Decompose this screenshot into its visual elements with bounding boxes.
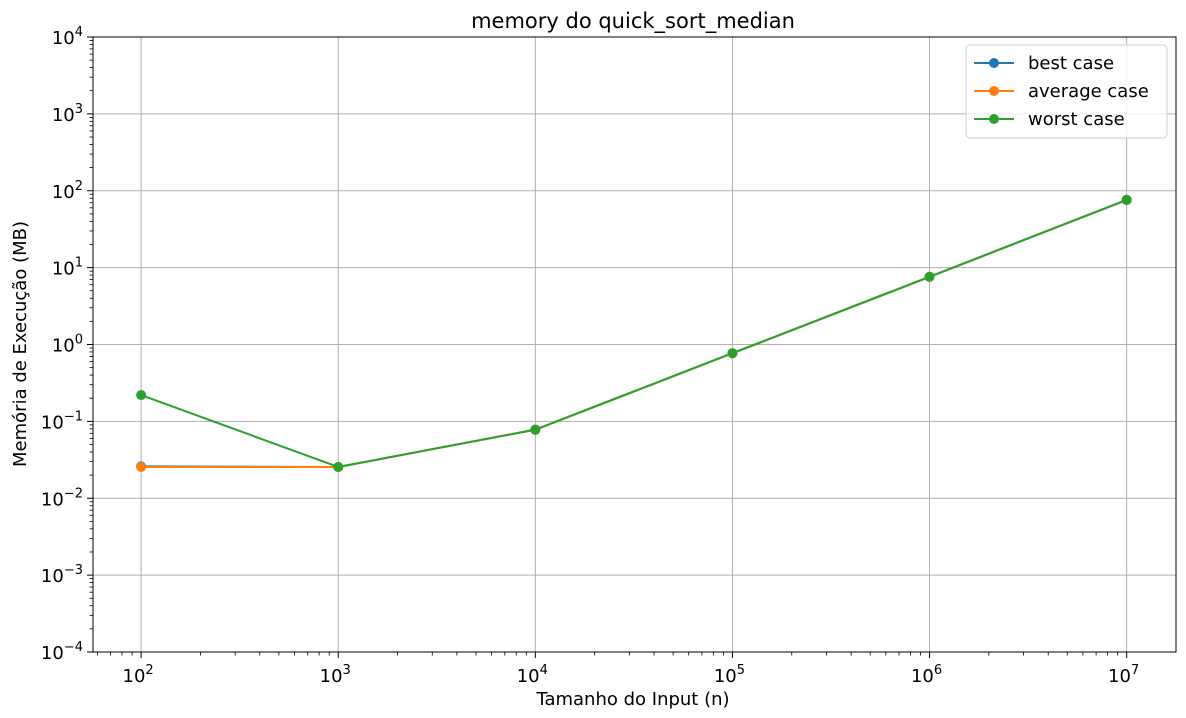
legend-swatch-marker <box>989 114 999 124</box>
x-tick-label: 104 <box>517 663 548 687</box>
legend-swatch-marker <box>989 58 999 68</box>
y-axis-ticks: 10−4 10−3 10−2 10−1 100 101 102 103 104 <box>41 25 93 664</box>
y-tick-label: 101 <box>52 256 83 280</box>
y-tick-label: 10−2 <box>41 486 83 510</box>
legend: best case average case worst case <box>965 44 1168 139</box>
y-tick-label: 10−1 <box>41 409 83 433</box>
series-line <box>140 198 1128 469</box>
x-tick-label: 103 <box>320 663 351 687</box>
y-tick-label: 103 <box>52 102 83 126</box>
series-layer <box>136 194 1132 472</box>
y-tick-label: 10−4 <box>41 640 83 664</box>
x-tick-label: 107 <box>1108 663 1139 687</box>
x-tick-label: 105 <box>714 663 745 687</box>
legend-box <box>965 44 1168 139</box>
x-tick-label: 102 <box>123 663 154 687</box>
legend-label: worst case <box>1028 109 1125 130</box>
series-2 <box>136 194 1132 472</box>
chart-title: memory do quick_sort_median <box>471 9 795 34</box>
data-point <box>333 461 344 472</box>
x-tick-label: 106 <box>911 663 942 687</box>
y-axis-label: Memória de Execução (MB) <box>10 221 31 467</box>
data-point <box>727 348 738 359</box>
y-tick-label: 102 <box>52 179 83 203</box>
y-tick-label: 100 <box>52 333 83 357</box>
legend-label: average case <box>1028 81 1149 102</box>
legend-swatch-marker <box>989 86 999 96</box>
data-point <box>136 390 147 401</box>
minor-ticks <box>89 40 1119 656</box>
data-point <box>1121 194 1132 205</box>
data-point <box>530 424 541 435</box>
x-axis-label: Tamanho do Input (n) <box>535 689 729 710</box>
x-axis-ticks: 102 103 104 105 106 107 <box>123 652 1139 687</box>
data-point <box>924 271 935 282</box>
data-point <box>136 461 147 472</box>
y-tick-label: 10−3 <box>41 563 83 587</box>
y-tick-label: 104 <box>52 25 83 49</box>
legend-label: best case <box>1028 53 1114 74</box>
